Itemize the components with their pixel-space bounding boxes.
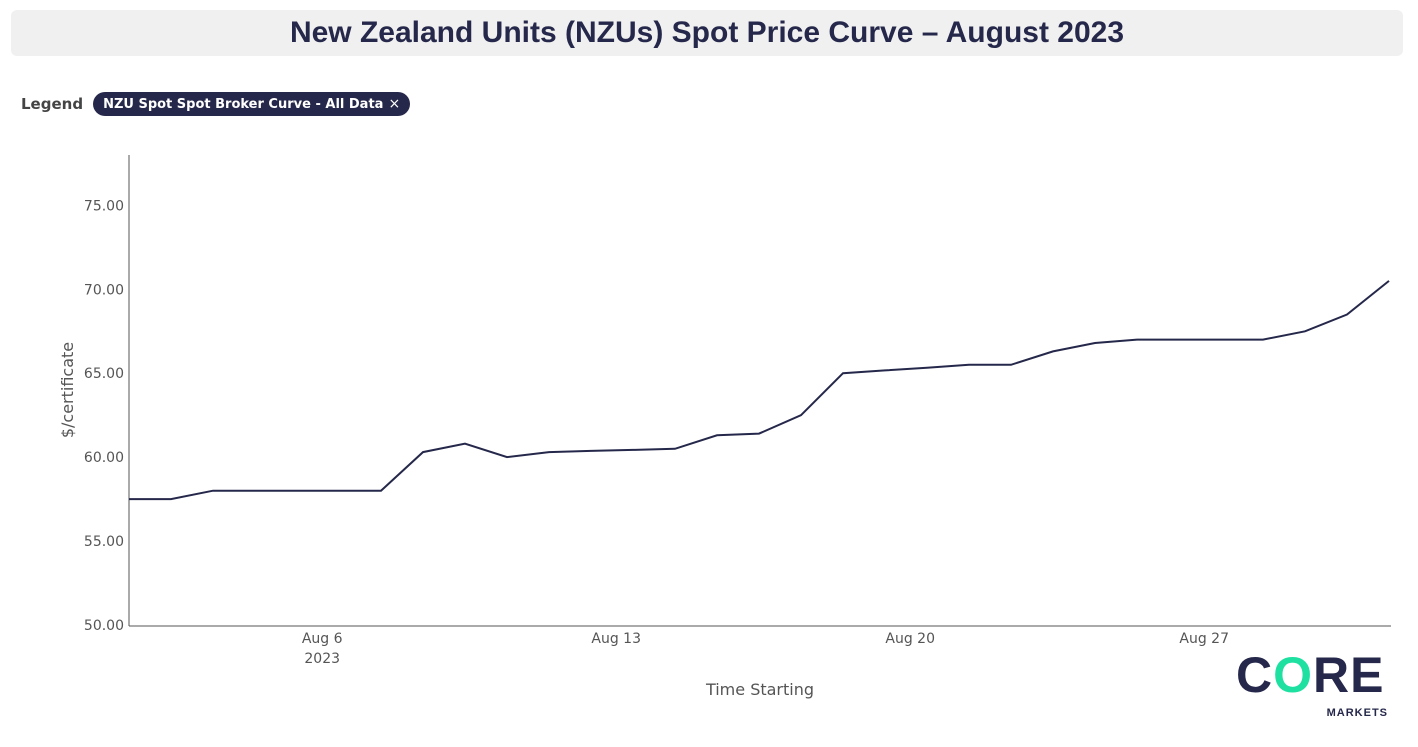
legend-label: Legend bbox=[21, 95, 84, 113]
y-tick-label: 60.00 bbox=[84, 450, 124, 466]
y-tick-label: 55.00 bbox=[84, 534, 124, 550]
x-tick-label: Aug 6 bbox=[302, 631, 343, 647]
x-tick-label: Aug 20 bbox=[885, 631, 935, 647]
core-markets-logo: CORE MARKETS bbox=[1236, 647, 1388, 719]
x-axis-label: Time Starting bbox=[705, 680, 814, 699]
x-tick-label: Aug 13 bbox=[591, 631, 641, 647]
y-tick-label: 75.00 bbox=[84, 198, 124, 214]
x-tick-label: Aug 27 bbox=[1179, 631, 1229, 647]
legend-chip-label: NZU Spot Spot Broker Curve - All Data bbox=[103, 96, 384, 112]
y-axis-label: $/certificate bbox=[58, 342, 77, 438]
y-tick-label: 70.00 bbox=[84, 282, 124, 298]
page-title: New Zealand Units (NZUs) Spot Price Curv… bbox=[289, 16, 1125, 49]
close-icon[interactable]: × bbox=[388, 96, 401, 112]
legend-chip-nzu-spot[interactable]: NZU Spot Spot Broker Curve - All Data × bbox=[93, 92, 411, 116]
title-bar: New Zealand Units (NZUs) Spot Price Curv… bbox=[11, 10, 1403, 56]
legend: Legend NZU Spot Spot Broker Curve - All … bbox=[21, 92, 411, 116]
series-line-nzu-spot bbox=[129, 280, 1390, 501]
x-tick-year-label: 2023 bbox=[304, 651, 340, 667]
y-tick-label: 65.00 bbox=[84, 366, 124, 382]
y-tick-label: 50.00 bbox=[84, 618, 124, 634]
